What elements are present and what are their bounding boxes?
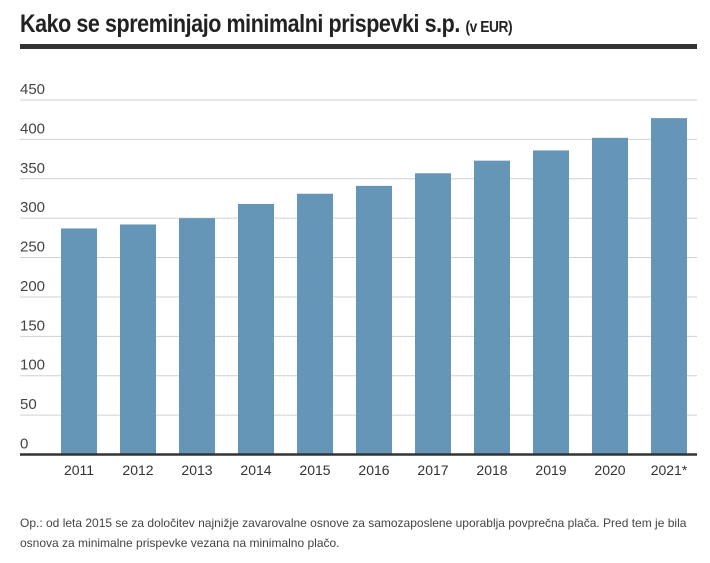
x-tick-label: 2012	[122, 462, 153, 478]
x-tick-label: 2019	[535, 462, 566, 478]
x-tick-label: 2021*	[651, 462, 688, 478]
bar-2012	[120, 224, 156, 455]
bar-chart: 0 50 100 150 200 250 300 350 400 450 2011 2012 2013 2…	[20, 81, 697, 478]
chart-subtitle: (v EUR)	[465, 19, 513, 36]
y-tick-label: 350	[20, 160, 45, 177]
x-tick-label: 2018	[476, 462, 507, 478]
title-text: Kako se spreminjajo minimalni prispevki …	[20, 10, 460, 38]
bar-2015	[297, 193, 333, 455]
y-tick-label: 250	[20, 239, 45, 256]
x-tick-label: 2016	[358, 462, 389, 478]
bar-2017	[415, 173, 451, 455]
bar-2021*	[651, 118, 687, 455]
footnote: Op.: od leta 2015 se za določitev najniž…	[20, 516, 687, 550]
title-rule	[20, 44, 697, 49]
bar-2013	[179, 218, 215, 455]
bar-2014	[238, 203, 274, 455]
bar-2018	[474, 160, 510, 455]
y-tick-label: 200	[20, 278, 45, 295]
x-tick-label: 2014	[240, 462, 271, 478]
bar-2020	[592, 137, 628, 455]
x-tick-label: 2017	[417, 462, 448, 478]
y-tick-label: 150	[20, 317, 45, 334]
bar-2019	[533, 150, 569, 455]
x-tick-label: 2013	[181, 462, 212, 478]
y-tick-label: 400	[20, 120, 45, 137]
y-tick-label: 450	[20, 81, 45, 98]
bar-2011	[61, 228, 97, 455]
y-tick-label: 300	[20, 199, 45, 216]
y-tick-label: 100	[20, 357, 45, 374]
bar-2016	[356, 185, 392, 455]
y-tick-label: 0	[20, 436, 28, 453]
x-tick-label: 2015	[299, 462, 330, 478]
chart-title: Kako se spreminjajo minimalni prispevki …	[20, 10, 513, 39]
x-tick-label: 2011	[64, 462, 94, 478]
x-tick-label: 2020	[594, 462, 625, 478]
y-tick-label: 50	[20, 396, 37, 413]
